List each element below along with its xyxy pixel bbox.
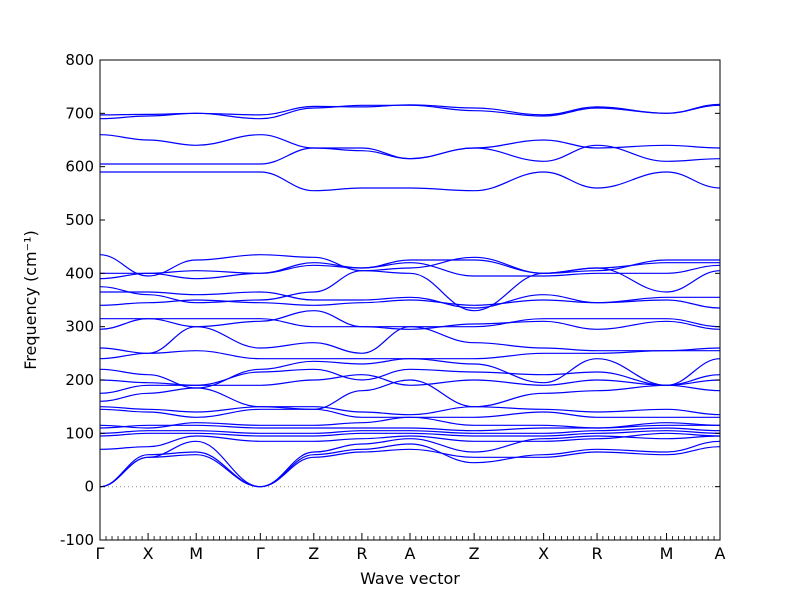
x-tick-label: Γ xyxy=(256,544,265,563)
band-line-22 xyxy=(100,259,720,274)
x-tick-label: A xyxy=(405,544,416,563)
y-tick-label: 600 xyxy=(65,158,94,176)
x-tick-label: Z xyxy=(469,544,480,563)
band-line-16 xyxy=(100,310,720,330)
x-tick-label: X xyxy=(143,544,154,563)
x-tick-label: X xyxy=(538,544,549,563)
band-line-4 xyxy=(100,430,720,437)
band-line-2 xyxy=(100,435,720,488)
band-line-9 xyxy=(100,406,720,416)
band-line-17 xyxy=(100,318,720,328)
band-line-15 xyxy=(100,326,720,354)
band-line-8 xyxy=(100,408,720,418)
band-line-20 xyxy=(100,267,720,312)
y-axis: -100 0 100 200 300 400 500 600 700 800 xyxy=(60,51,720,549)
x-tick-label: M xyxy=(189,544,203,563)
band-line-14 xyxy=(100,350,720,360)
x-tick-label: R xyxy=(592,544,603,563)
x-axis-label: Wave vector xyxy=(360,569,460,588)
y-tick-label: 0 xyxy=(84,478,94,496)
x-tick-label: Z xyxy=(308,544,319,563)
band-line-21 xyxy=(100,262,720,280)
y-tick-label: 400 xyxy=(65,264,94,282)
band-line-7 xyxy=(100,416,720,429)
y-tick-label: 800 xyxy=(65,51,94,69)
y-tick-label: 100 xyxy=(65,424,94,442)
band-line-23 xyxy=(100,254,720,277)
y-tick-label: 700 xyxy=(65,104,94,122)
band-line-3 xyxy=(100,432,720,450)
x-tick-label: Γ xyxy=(96,544,105,563)
band-line-5 xyxy=(100,427,720,434)
plot-frame xyxy=(99,59,721,541)
band-line-25 xyxy=(100,144,720,165)
y-tick-label: 300 xyxy=(65,318,94,336)
y-axis-label: Frequency (cm⁻¹) xyxy=(21,230,40,369)
band-line-12 xyxy=(100,368,720,386)
band-lines xyxy=(100,103,720,488)
band-line-28 xyxy=(100,103,720,116)
x-tick-label: R xyxy=(356,544,367,563)
x-tick-label: M xyxy=(660,544,674,563)
band-line-0 xyxy=(100,446,720,488)
x-tick-label: A xyxy=(715,544,726,563)
y-tick-label: 500 xyxy=(65,211,94,229)
band-line-1 xyxy=(100,440,720,488)
band-line-26 xyxy=(100,134,720,160)
y-tick-label: -100 xyxy=(60,531,94,549)
band-line-24 xyxy=(100,171,720,192)
y-tick-label: 200 xyxy=(65,371,94,389)
band-line-19 xyxy=(100,291,720,309)
